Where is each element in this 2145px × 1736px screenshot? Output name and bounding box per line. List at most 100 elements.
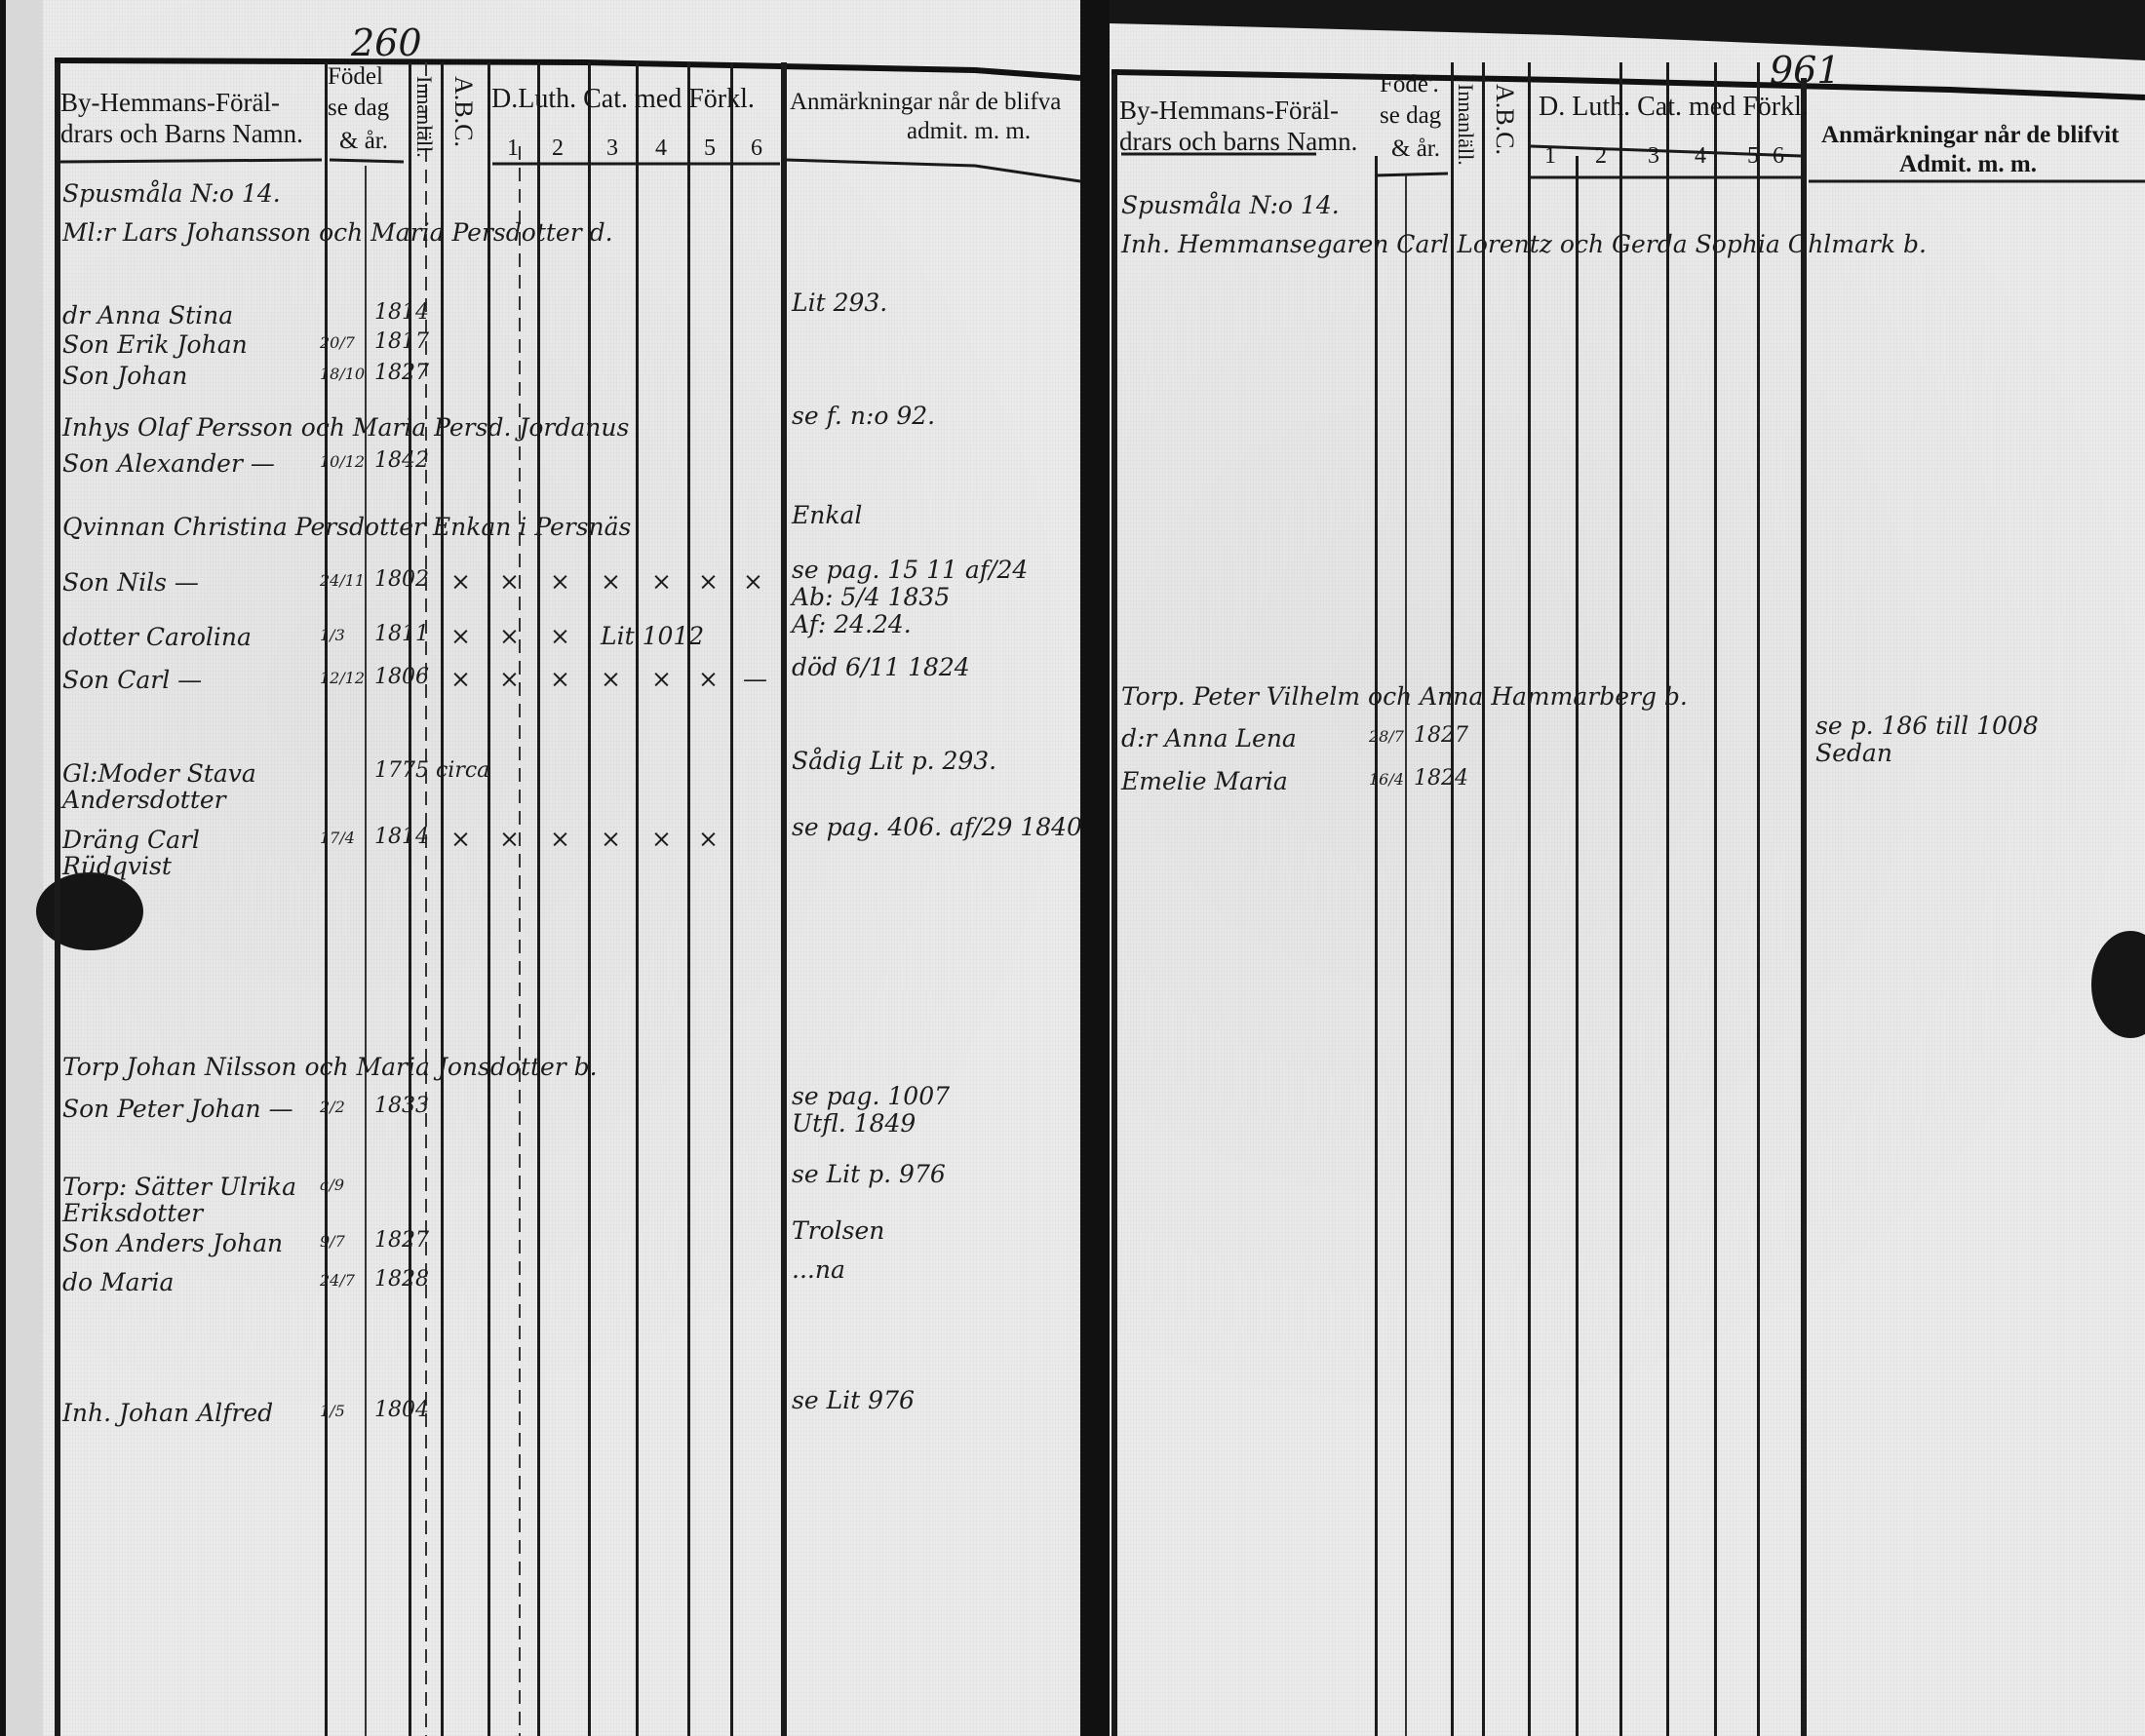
column-rule xyxy=(441,62,444,1736)
entry-remark: Utfl. 1849 xyxy=(792,1109,916,1138)
entry-name: Son Erik Johan xyxy=(62,330,248,359)
column-rule xyxy=(1801,78,1807,1736)
entry-name: Qvinnan Christina Persdotter Enkan i Per… xyxy=(62,513,632,541)
entry-name: d:r Anna Lena xyxy=(1121,724,1297,752)
right-register-page xyxy=(1110,0,2145,1736)
entry-remark: Sådig Lit p. 293. xyxy=(792,747,997,775)
entry-birth-year: 1814 xyxy=(374,825,429,849)
column-rule xyxy=(1482,62,1485,1736)
entry-birth-day: 2/2 xyxy=(320,1098,345,1116)
entry-name: Dräng Carl Rüdqvist xyxy=(62,826,200,880)
entry-birth-year: 1842 xyxy=(374,448,429,473)
entry-remark: död 6/11 1824 xyxy=(792,653,970,681)
top-rule-left xyxy=(54,58,1081,81)
column-rule xyxy=(1528,62,1531,1736)
catechism-mark: × xyxy=(651,665,672,693)
entry-birth-day: 12/12 xyxy=(320,669,366,687)
column-rule xyxy=(730,62,733,1736)
entry-birth-year: 1804 xyxy=(374,1398,429,1422)
column-rule xyxy=(1619,62,1622,1736)
catechism-part-number: 3 xyxy=(606,135,618,161)
column-header-names: By-Hemmans-Föräl- xyxy=(60,88,280,117)
entry-birth-year: 1775 circa xyxy=(374,758,490,783)
column-rule xyxy=(537,62,540,1736)
entry-birth-year: 1811 xyxy=(374,622,429,646)
scan-shadow-top xyxy=(1110,0,2145,60)
entry-name: Son Anders Johan xyxy=(62,1229,284,1257)
book-gutter xyxy=(1080,0,1112,1736)
scan-edge xyxy=(0,0,6,1736)
catechism-part-number: 5 xyxy=(704,135,716,161)
column-rule xyxy=(1405,175,1407,1736)
catechism-mark: × xyxy=(601,825,621,853)
catechism-part-number: 1 xyxy=(507,135,519,161)
catechism-mark: × xyxy=(499,622,520,650)
column-rule xyxy=(55,62,60,1736)
column-rule xyxy=(1757,62,1760,1736)
page-number: 961 xyxy=(1770,49,1841,92)
header-rule-left xyxy=(59,158,1081,183)
entry-birth-day: 24/11 xyxy=(320,571,366,590)
catechism-mark: × xyxy=(743,567,763,596)
column-header-abc: A.B.C. xyxy=(449,76,478,147)
catechism-mark: × xyxy=(698,665,719,693)
entry-name: Son Carl — xyxy=(62,666,203,694)
scan-blob xyxy=(36,872,143,950)
scan-blob xyxy=(2091,931,2145,1038)
entry-birth-year: 1833 xyxy=(374,1094,429,1118)
column-rule xyxy=(1666,62,1669,1736)
catechism-part-number: 6 xyxy=(1773,143,1784,169)
column-header-remarks: Anmärkningar når de blifva xyxy=(790,89,1062,115)
entry-name: Torp Johan Nilsson och Maria Jonsdotter … xyxy=(62,1053,598,1081)
entry-name: Spusmåla N:o 14. xyxy=(1121,191,1340,219)
entry-remark: se Lit p. 976 xyxy=(792,1160,946,1188)
entry-birth-year: 1806 xyxy=(374,665,429,689)
catechism-mark: × xyxy=(450,622,471,650)
entry-remark: se f. n:o 92. xyxy=(792,402,936,430)
entry-remark: Sedan xyxy=(1815,739,1892,767)
entry-remark: Ab: 5/4 1835 xyxy=(792,583,951,611)
column-header-reading: Innanläll. xyxy=(412,76,437,158)
top-rule-right xyxy=(1111,69,2145,100)
entry-name: Inhys Olaf Persson och Maria Persd. Jord… xyxy=(62,413,630,442)
entry-birth-year: 1814 xyxy=(374,300,429,325)
entry-name: Gl:Moder Stava Andersdotter xyxy=(62,759,256,814)
catechism-mark: × xyxy=(698,825,719,853)
catechism-part-number: 2 xyxy=(1595,143,1607,169)
entry-remark: Enkal xyxy=(792,501,863,529)
entry-name: Emelie Maria xyxy=(1121,767,1288,795)
entry-name: Torp: Sätter Ulrika Eriksdotter xyxy=(62,1173,296,1227)
column-header-catechism: D.Luth. Cat. med Förkl. xyxy=(491,84,755,114)
entry-birth-day: 10/12 xyxy=(320,452,366,471)
catechism-part-number: 4 xyxy=(1695,143,1706,169)
entry-name: Son Johan xyxy=(62,362,188,390)
catechism-mark: × xyxy=(698,567,719,596)
column-rule xyxy=(687,62,690,1736)
catechism-mark: × xyxy=(450,567,471,596)
entry-birth-year: 1827 xyxy=(1414,723,1468,748)
catechism-mark: × xyxy=(651,567,672,596)
entry-birth-year: 1827 xyxy=(374,1228,429,1253)
catechism-mark: — xyxy=(743,665,767,693)
catechism-mark: × xyxy=(550,622,570,650)
catechism-part-number: 3 xyxy=(1648,143,1659,169)
entry-birth-year: 1817 xyxy=(374,329,429,354)
column-header-birth: Föde'. xyxy=(1380,71,1439,97)
column-rule xyxy=(1576,156,1579,1736)
catechism-part-number: 4 xyxy=(655,135,667,161)
entry-birth-year: 1824 xyxy=(1414,766,1468,791)
entry-remark: se pag. 1007 xyxy=(792,1082,950,1110)
catechism-part-number: 5 xyxy=(1747,143,1759,169)
entry-name: Spusmåla N:o 14. xyxy=(62,179,281,208)
entry-birth-year: 1827 xyxy=(374,361,429,385)
entry-birth-day: 20/7 xyxy=(320,333,355,352)
catechism-mark: Lit 1012 xyxy=(601,622,705,650)
column-rule xyxy=(325,62,328,1736)
catechism-mark: × xyxy=(450,665,471,693)
catechism-part-number: 2 xyxy=(552,135,564,161)
catechism-mark: × xyxy=(601,665,621,693)
entry-name: Torp. Peter Vilhelm och Anna Hammarberg … xyxy=(1121,682,1688,711)
column-rule xyxy=(365,166,367,1736)
entry-remark: Af: 24.24. xyxy=(792,610,912,638)
entry-name: dr Anna Stina xyxy=(62,301,234,329)
